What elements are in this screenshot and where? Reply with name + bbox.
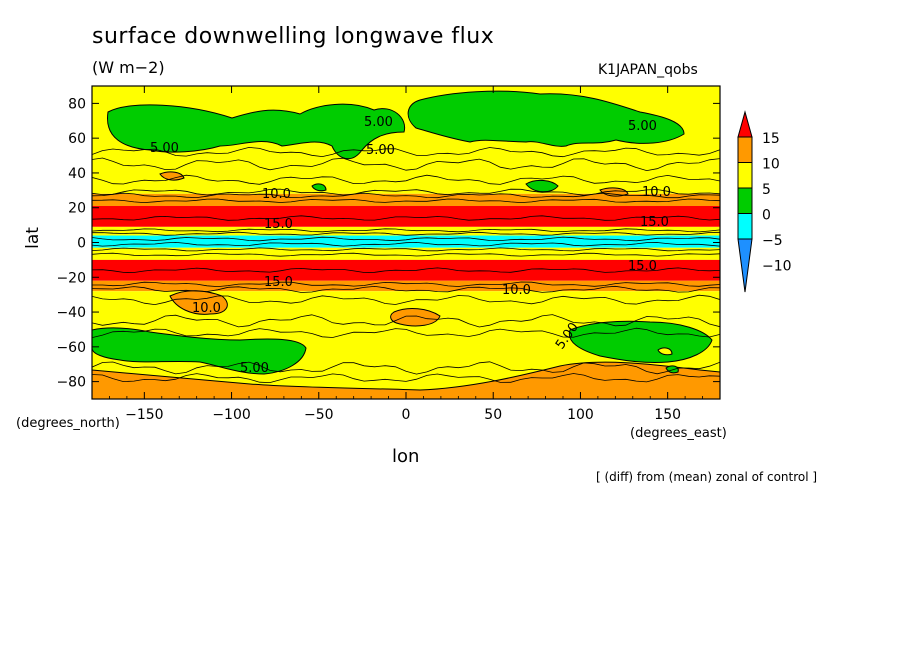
contour-line [92, 188, 720, 196]
x-tick-label: 100 [567, 407, 594, 423]
contour-line [92, 281, 720, 288]
colorbar-label: 0 [762, 208, 771, 224]
y-tick-label: −60 [56, 340, 86, 356]
y-tick-label: 80 [68, 96, 86, 112]
contour-label: 15.0 [640, 215, 669, 230]
x-tick-label: 150 [654, 407, 681, 423]
colorbar-label: −10 [762, 259, 792, 275]
contour-line [92, 228, 720, 233]
contour-line [92, 174, 720, 185]
y-tick-label: −40 [56, 305, 86, 321]
colorbar-arrow-bottom [737, 238, 753, 293]
x-tick-label: 0 [402, 407, 411, 423]
region-orange-north [599, 187, 629, 197]
colorbar-arrow-top [737, 110, 753, 138]
contour-line [92, 267, 720, 273]
x-axis-label: lon [392, 446, 420, 467]
colorbar-label: 5 [762, 182, 771, 198]
contour-label: 15.0 [264, 217, 293, 232]
contour-label: 10.0 [192, 301, 221, 316]
x-tick-label: 50 [484, 407, 502, 423]
region-green-south-east [568, 320, 713, 364]
colorbar-segment [737, 187, 753, 214]
region-green-north-east [407, 90, 685, 147]
region-green-north-west [107, 103, 406, 160]
colorbar-label: 15 [762, 131, 780, 147]
contour-line [92, 241, 720, 247]
contour-label: 5.00 [240, 361, 269, 376]
contour-label: 10.0 [502, 283, 531, 298]
contour-line [92, 327, 720, 338]
latitude-band [92, 235, 720, 248]
latitude-band [92, 205, 720, 227]
latitude-band [92, 193, 720, 206]
run-label: K1JAPAN_qobs [598, 62, 698, 78]
contour-label: 10.0 [262, 187, 291, 202]
colorbar-label: −5 [762, 233, 783, 249]
contour-line [92, 157, 720, 172]
contour-line [92, 146, 720, 158]
colorbar-segment [737, 162, 753, 189]
contour-label: 5.00 [150, 141, 179, 156]
y-tick-label: −80 [56, 375, 86, 391]
region-orange-north [159, 171, 185, 181]
colorbar-label: 10 [762, 157, 780, 173]
y-tick-label: −20 [56, 270, 86, 286]
x-tick-label: −50 [304, 407, 334, 423]
colorbar-segment [737, 136, 753, 163]
contour-line [92, 236, 720, 242]
chart-title: surface downwelling longwave flux [92, 24, 495, 49]
region-green-north-small [525, 179, 559, 193]
contour-line [92, 247, 720, 252]
contour-line [92, 285, 720, 293]
contour-line [92, 361, 720, 375]
contour-line [92, 294, 720, 306]
region-orange-south [390, 308, 441, 327]
y-axis-unit: (degrees_north) [16, 416, 120, 431]
y-tick-label: 40 [68, 166, 86, 182]
latitude-band [92, 247, 720, 260]
y-tick-label: 0 [77, 236, 86, 252]
axes: −150 −100 −50 0 50 100 150 −80 −60 −40 −20 0 20 40 60 8… [56, 85, 721, 423]
contour-label: 5.00 [366, 143, 395, 158]
y-tick-label: 20 [68, 201, 86, 217]
region-green-north-small [311, 183, 327, 192]
region-green-south-west [92, 327, 307, 375]
contour-label: 5.00 [628, 119, 657, 134]
contour-line [92, 198, 720, 204]
contour-label: 5.00 [364, 115, 393, 130]
footnote: [ (diff) from (mean) zonal of control ] [596, 470, 818, 484]
contour-label: 10.0 [642, 185, 671, 200]
y-tick-label: 60 [68, 131, 86, 147]
x-axis-unit: (degrees_east) [630, 426, 727, 441]
x-tick-label: −100 [212, 407, 250, 423]
contour-line [92, 314, 720, 328]
colorbar: 15 10 5 0 −5 −10 [737, 110, 792, 293]
latitude-band [92, 280, 720, 292]
contour-line [92, 252, 720, 257]
contour-line [92, 192, 720, 199]
contour-label: 15.0 [628, 259, 657, 274]
colorbar-segment [737, 213, 753, 240]
contour-line [92, 215, 720, 221]
contour-label: 15.0 [264, 275, 293, 290]
chart-units: (W m−2) [92, 58, 165, 77]
contour-line [92, 231, 720, 236]
x-tick-label: −150 [125, 407, 163, 423]
contour-line [92, 373, 720, 384]
region-yellow-hole [657, 347, 673, 356]
latitude-band [92, 226, 720, 236]
